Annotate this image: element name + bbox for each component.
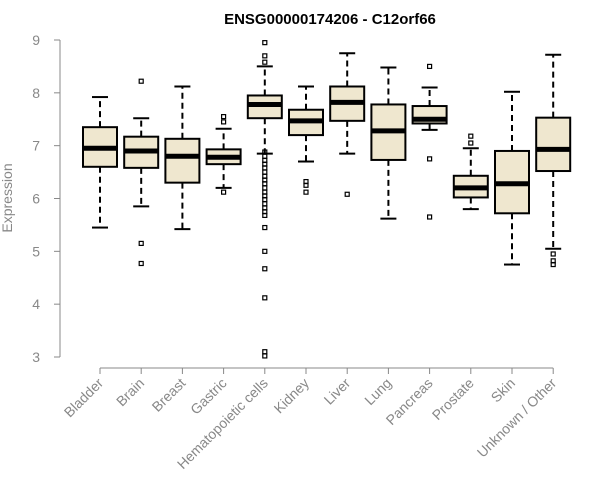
- outlier-point: [550, 261, 556, 268]
- x-tick-label: Brain: [113, 375, 147, 409]
- y-axis-label: Expression: [0, 163, 15, 232]
- y-tick-label: 6: [32, 191, 40, 207]
- outlier-point: [262, 53, 268, 59]
- outlier-point: [427, 214, 433, 220]
- box-liver: [329, 52, 366, 197]
- outlier-point: [262, 212, 268, 219]
- x-tick-label: Bladder: [61, 375, 107, 421]
- outlier-point: [221, 189, 227, 195]
- x-tick-label: Skin: [488, 375, 519, 406]
- outlier-point: [262, 224, 268, 231]
- outlier-point: [221, 119, 227, 125]
- outlier-point: [262, 266, 268, 272]
- box-bladder: [82, 96, 118, 229]
- outlier-point: [303, 189, 309, 195]
- y-tick-label: 4: [32, 296, 40, 312]
- outlier-point: [262, 248, 268, 254]
- outlier-point: [427, 63, 433, 70]
- outlier-point: [262, 169, 268, 175]
- outlier-point: [427, 156, 433, 162]
- outlier-point: [262, 153, 268, 159]
- outlier-point: [468, 140, 474, 146]
- outlier-point: [262, 185, 268, 191]
- outlier-point: [344, 191, 350, 197]
- y-tick-label: 8: [32, 85, 40, 101]
- outlier-point: [138, 78, 144, 84]
- outlier-point: [303, 182, 309, 188]
- box-kidney: [288, 85, 324, 195]
- outlier-point: [138, 260, 144, 267]
- outlier-point: [262, 40, 268, 46]
- box-lung: [370, 66, 407, 220]
- box-skin: [494, 90, 530, 266]
- x-tick-label: Liver: [321, 375, 354, 408]
- box-gastric: [205, 114, 242, 195]
- outlier-point: [262, 353, 268, 359]
- outlier-point: [262, 201, 268, 207]
- outlier-point: [468, 133, 474, 139]
- y-tick-label: 7: [32, 138, 40, 154]
- outlier-point: [221, 114, 227, 120]
- box-hematopoietic-cells: [246, 40, 283, 359]
- x-tick-label: Prostate: [429, 375, 477, 423]
- outlier-point: [138, 240, 144, 247]
- iqr-box: [535, 116, 572, 173]
- box-unknown-other: [535, 53, 572, 268]
- chart-title: ENSG00000174206 - C12orf66: [224, 11, 436, 28]
- box-pancreas: [411, 63, 448, 220]
- iqr-box: [164, 137, 201, 184]
- box-breast: [164, 85, 201, 231]
- y-tick-label: 5: [32, 243, 40, 259]
- x-tick-label: Lung: [361, 375, 394, 408]
- box-prostate: [452, 133, 489, 211]
- box-brain: [123, 78, 160, 267]
- x-tick-label: Breast: [149, 375, 189, 415]
- outlier-point: [262, 349, 268, 355]
- y-tick-label: 9: [32, 32, 40, 48]
- y-tick-label: 3: [32, 349, 40, 365]
- outlier-point: [262, 59, 268, 65]
- boxes: [82, 40, 572, 359]
- outlier-point: [550, 251, 556, 257]
- outlier-point: [262, 295, 268, 301]
- x-tick-label: Kidney: [271, 375, 313, 417]
